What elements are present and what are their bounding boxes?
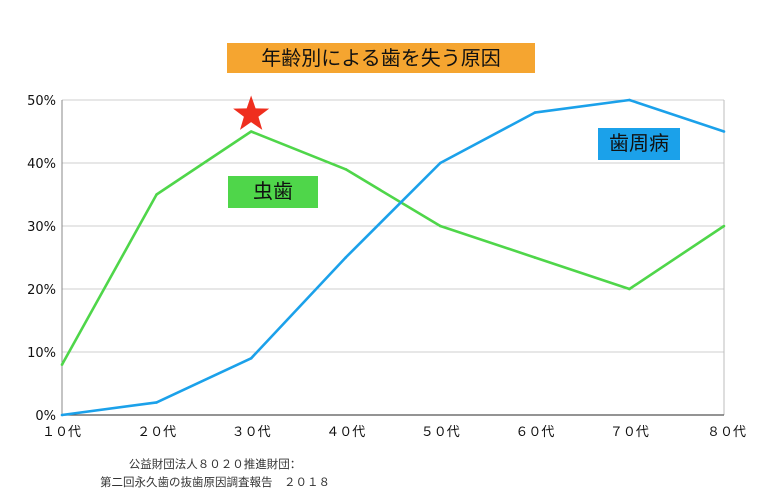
data-point bbox=[249, 130, 253, 133]
data-point bbox=[533, 256, 537, 259]
data-point bbox=[155, 193, 158, 196]
y-tick-label: 20% bbox=[27, 283, 56, 298]
chart-title: 年齢別による歯を失う原因 bbox=[227, 43, 535, 73]
data-point bbox=[438, 161, 442, 165]
data-point bbox=[60, 363, 64, 366]
x-tick-label: ８０代 bbox=[707, 425, 746, 440]
data-point bbox=[438, 224, 442, 228]
source-credit-line2: 第二回永久歯の抜歯原因調査報告 ２０１８ bbox=[100, 475, 330, 489]
y-tick-label: 40% bbox=[27, 157, 56, 172]
series-lines bbox=[60, 98, 726, 417]
x-tick-label: ２０代 bbox=[137, 425, 176, 440]
series-line-periodontal bbox=[61, 98, 725, 417]
y-tick-label: 10% bbox=[27, 346, 56, 361]
data-point bbox=[344, 256, 348, 259]
data-point bbox=[344, 168, 348, 171]
data-point bbox=[628, 98, 631, 102]
series-line-caries bbox=[60, 130, 725, 366]
data-point bbox=[155, 401, 158, 404]
data-point bbox=[722, 130, 726, 133]
y-tick-label: 50% bbox=[27, 94, 56, 109]
data-point bbox=[722, 224, 726, 228]
star-icon bbox=[233, 95, 270, 130]
data-point bbox=[628, 287, 631, 291]
data-point bbox=[60, 413, 64, 417]
data-point bbox=[249, 357, 253, 360]
source-credit-line1: 公益財団法人８０２０推進財団： bbox=[128, 457, 302, 471]
data-point bbox=[533, 111, 537, 114]
annotations bbox=[233, 95, 270, 130]
x-tick-label: ３０代 bbox=[232, 425, 271, 440]
y-tick-label: 30% bbox=[27, 220, 56, 235]
x-tick-label: ５０代 bbox=[421, 425, 460, 440]
y-tick-label: 0% bbox=[35, 409, 56, 424]
series-label-periodontal: 歯周病 bbox=[598, 128, 680, 160]
x-tick-label: ７０代 bbox=[610, 425, 649, 440]
x-tick-label: ４０代 bbox=[326, 425, 365, 440]
series-label-caries: 虫歯 bbox=[228, 176, 318, 208]
x-tick-label: １０代 bbox=[42, 425, 81, 440]
grid-lines bbox=[62, 99, 725, 415]
x-tick-label: ６０代 bbox=[515, 425, 554, 440]
